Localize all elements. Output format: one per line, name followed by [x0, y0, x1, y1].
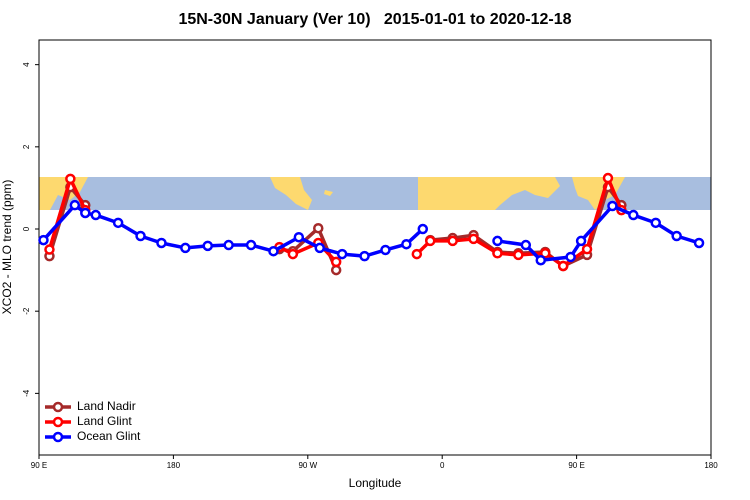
data-point [245, 239, 257, 251]
data-point [581, 243, 593, 255]
data-point [492, 248, 503, 259]
y-tick-label: 0 [22, 226, 31, 231]
data-point [65, 173, 76, 185]
data-point [602, 172, 614, 184]
data-point [44, 244, 55, 255]
data-point [135, 230, 146, 242]
data-point [90, 209, 101, 221]
data-point [359, 250, 370, 262]
x-tick-label: 90 E [568, 461, 584, 470]
data-point [336, 248, 348, 260]
legend-marker [52, 416, 64, 428]
data-point [313, 222, 324, 234]
data-point [80, 207, 91, 219]
data-point [223, 239, 234, 251]
x-tick-label: 90 E [31, 461, 47, 470]
x-tick-label: 90 W [298, 461, 317, 470]
data-point [607, 200, 618, 212]
chart-title: 15N-30N January (Ver 10) 2015-01-01 to 2… [178, 11, 571, 28]
y-tick-label: -2 [22, 307, 31, 315]
data-point [492, 235, 503, 247]
data-point [650, 217, 661, 229]
data-point [513, 249, 524, 261]
legend-marker [52, 401, 64, 413]
data-point [425, 235, 436, 247]
data-point [180, 242, 191, 254]
legend-label: Land Nadir [77, 399, 136, 413]
data-point [380, 244, 391, 256]
data-point [69, 199, 81, 211]
data-point [156, 237, 167, 249]
data-point [330, 264, 342, 276]
data-point [38, 234, 49, 246]
data-point [693, 237, 705, 249]
data-point [565, 251, 576, 263]
y-tick-label: 4 [22, 62, 31, 67]
data-point [293, 231, 305, 243]
data-point [557, 260, 569, 272]
data-point [447, 235, 458, 247]
legend-marker [52, 431, 64, 443]
data-point [411, 248, 423, 260]
data-point [314, 242, 325, 254]
y-tick-label: 2 [22, 144, 31, 149]
data-point [417, 223, 429, 235]
x-tick-label: 180 [167, 461, 181, 470]
map-background [39, 177, 711, 210]
data-point [330, 256, 342, 268]
plot-frame [38, 39, 712, 456]
y-tick-label: -4 [22, 389, 31, 397]
data-point [628, 209, 639, 221]
data-point [468, 233, 479, 245]
data-point [401, 238, 412, 250]
data-point [671, 230, 682, 242]
data-point [539, 248, 551, 259]
x-axis-label: Longitude [349, 476, 402, 490]
data-point [575, 235, 587, 247]
data-point [202, 240, 213, 252]
data-point [287, 248, 299, 260]
y-axis-label: XCO2 - MLO trend (ppm) [0, 180, 14, 315]
x-tick-label: 0 [440, 461, 445, 470]
data-point [535, 254, 547, 266]
x-tick-label: 180 [704, 461, 718, 470]
legend-label: Land Glint [77, 414, 132, 428]
data-point [520, 239, 532, 251]
data-point [268, 245, 279, 257]
legend-label: Ocean Glint [77, 429, 141, 443]
data-point [112, 217, 124, 229]
